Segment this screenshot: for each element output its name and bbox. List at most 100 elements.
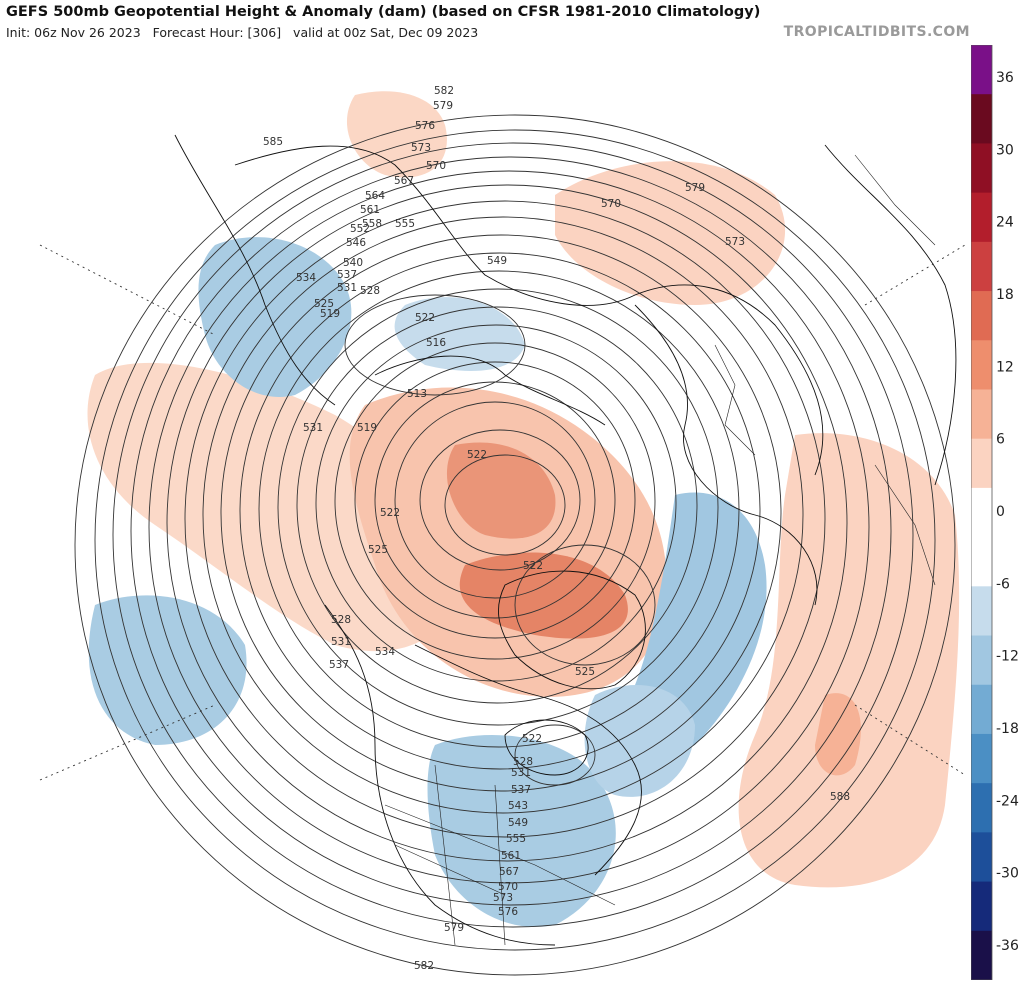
contour-label: 561 xyxy=(360,204,380,216)
anomaly-negative-north-atlantic xyxy=(584,685,695,797)
contour-label: 582 xyxy=(414,960,434,972)
contour-label: 525 xyxy=(368,544,388,556)
height-contour xyxy=(220,234,782,792)
contour-label: 573 xyxy=(411,142,431,154)
height-contours xyxy=(74,114,956,976)
contour-label: 543 xyxy=(508,800,528,812)
coastline-africa xyxy=(824,144,957,486)
colorbar-segment xyxy=(971,94,992,144)
height-contour xyxy=(94,129,936,951)
contour-label: 522 xyxy=(467,449,487,461)
colorbar-tick-label: 30 xyxy=(996,142,1014,158)
coastline-asia xyxy=(234,145,824,476)
contour-label: 519 xyxy=(357,422,377,434)
colorbar-segment xyxy=(971,487,992,538)
contour-label: 531 xyxy=(337,282,357,294)
height-contour xyxy=(296,306,698,704)
contour-label: 549 xyxy=(487,255,507,267)
colorbar-tick-label: 0 xyxy=(996,504,1005,520)
anomaly-positive-siberia xyxy=(346,91,447,178)
colorbar-labels: 36 30 24 18 12 6 0 -6 -12 -18 -24 -30 -36 xyxy=(996,70,1019,954)
colorbar-segment xyxy=(971,241,992,292)
contour-label: 570 xyxy=(498,881,518,893)
colorbar-tick-label: -18 xyxy=(996,721,1019,737)
anomaly-negative-east-asia xyxy=(198,237,352,397)
contour-label: 567 xyxy=(499,866,519,878)
colorbar-segment xyxy=(971,930,992,980)
anomaly-positive-arctic-core xyxy=(446,442,556,539)
contour-label: 531 xyxy=(303,422,323,434)
contour-label: 579 xyxy=(433,100,453,112)
contour-label: 531 xyxy=(331,636,351,648)
border xyxy=(874,464,936,586)
border xyxy=(394,844,506,896)
colorbar-tick-label: -30 xyxy=(996,866,1019,882)
height-contour xyxy=(514,544,656,666)
contour-label: 531 xyxy=(511,767,531,779)
colorbar-segment xyxy=(971,783,992,833)
colorbar-tick-label: -24 xyxy=(996,793,1019,809)
contour-label: 522 xyxy=(380,507,400,519)
colorbar-tick-label: 12 xyxy=(996,359,1014,375)
contour-label: 522 xyxy=(522,733,542,745)
contour-label: 567 xyxy=(394,175,414,187)
height-contour xyxy=(239,252,761,770)
anomaly-positive-atlantic xyxy=(738,433,960,888)
height-contour xyxy=(394,401,596,599)
anomaly-negative-pacific xyxy=(88,595,247,745)
contour-label: 528 xyxy=(331,614,351,626)
colorbar-segments xyxy=(971,45,992,980)
contour-label: 555 xyxy=(395,218,415,230)
watermark: TROPICALTIDBITS.COM xyxy=(783,24,970,40)
contour-label: 537 xyxy=(511,784,531,796)
contour-label: 537 xyxy=(337,269,357,281)
anomaly-positive-alaska-pacific xyxy=(87,362,465,652)
contour-label: 522 xyxy=(523,560,543,572)
contour-label: 555 xyxy=(506,833,526,845)
anomaly-positive-europe xyxy=(555,161,786,305)
contour-label: 528 xyxy=(513,756,533,768)
height-contour xyxy=(74,114,956,976)
colorbar-tick-label: 24 xyxy=(996,215,1014,231)
height-contour xyxy=(514,724,596,786)
border xyxy=(714,344,756,456)
contour-label: 528 xyxy=(360,285,380,297)
height-contour xyxy=(419,429,581,571)
map-subtitle: Init: 06z Nov 26 2023 Forecast Hour: [30… xyxy=(6,25,479,40)
colorbar-frame xyxy=(971,45,993,980)
height-contour xyxy=(148,170,870,884)
colorbar: 36 30 24 18 12 6 0 -6 -12 -18 -24 -30 -36 xyxy=(971,45,1019,980)
coastline-east-asia xyxy=(174,134,336,406)
contour-label: 546 xyxy=(346,237,366,249)
contour-label: 525 xyxy=(314,298,334,310)
colorbar-segment xyxy=(971,635,992,686)
height-contour xyxy=(112,142,914,928)
height-contour xyxy=(315,324,677,682)
coastline-europe xyxy=(634,304,818,606)
land-outlines xyxy=(174,134,957,946)
colorbar-tick-label: -36 xyxy=(996,938,1019,954)
colorbar-segment xyxy=(971,684,992,735)
contour-label: 537 xyxy=(329,659,349,671)
colorbar-tick-label: -6 xyxy=(996,576,1010,592)
colorbar-segment xyxy=(971,291,992,341)
contour-label: 516 xyxy=(426,337,446,349)
colorbar-segment xyxy=(971,832,992,883)
contour-label: 564 xyxy=(365,190,385,202)
colorbar-segment xyxy=(971,881,992,932)
anomaly-negative-kamchatka xyxy=(394,297,525,371)
meridian-line xyxy=(39,704,216,781)
meridian-line xyxy=(864,244,966,306)
colorbar-tick-label: -12 xyxy=(996,649,1019,665)
coastline-canada xyxy=(414,644,642,876)
contour-label: 576 xyxy=(498,906,518,918)
contour-label: 522 xyxy=(415,312,435,324)
contour-label: 576 xyxy=(415,120,435,132)
contour-label: 513 xyxy=(407,388,427,400)
colorbar-segment xyxy=(971,438,992,489)
contour-label: 519 xyxy=(320,308,340,320)
meridian-line xyxy=(39,244,216,336)
coastline-arctic-russia xyxy=(374,355,606,426)
political-borders xyxy=(384,154,936,946)
